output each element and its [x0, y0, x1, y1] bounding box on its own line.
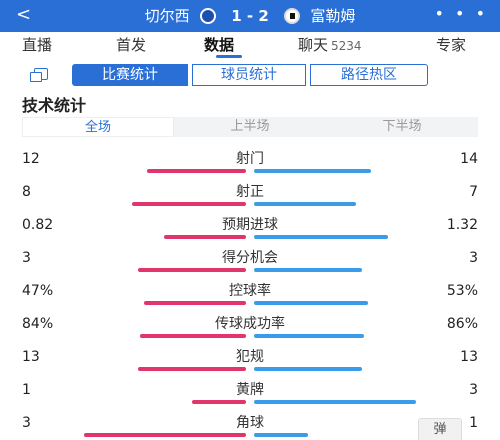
stat-label: 得分机会 — [222, 250, 278, 266]
away-share-bar — [254, 301, 368, 305]
tab-experts[interactable]: 专家 — [436, 36, 467, 54]
stat-row: 13 犯规 13 — [0, 348, 500, 378]
tab-chat-label: 聊天 — [298, 36, 329, 54]
away-value: 3 — [469, 250, 478, 266]
away-share-bar — [254, 433, 308, 437]
stat-row: 1 黄牌 3 — [0, 381, 500, 411]
period-full[interactable]: 全场 — [22, 117, 174, 137]
home-team-name[interactable]: 切尔西 — [144, 6, 190, 25]
away-value: 14 — [460, 151, 478, 167]
home-share-bar — [138, 268, 246, 272]
home-value: 13 — [22, 349, 40, 365]
away-team-name[interactable]: 富勒姆 — [310, 6, 356, 25]
stat-row: 0.82 预期进球 1.32 — [0, 216, 500, 246]
away-share-bar — [254, 334, 364, 338]
away-value: 7 — [469, 184, 478, 200]
away-share-bar — [254, 235, 388, 239]
main-tabs: 直播 首发 数据 聊天 5234 专家 — [0, 32, 500, 58]
period-selector: 全场 上半场 下半场 — [22, 117, 478, 137]
away-value: 13 — [460, 349, 478, 365]
tab-live[interactable]: 直播 — [22, 36, 53, 54]
subtab-heat-zones[interactable]: 路径热区 — [310, 64, 428, 86]
match-header: < 切尔西 1 - 2 富勒姆 • • • — [0, 0, 500, 32]
away-value: 3 — [469, 382, 478, 398]
away-share-bar — [254, 202, 356, 206]
home-value: 1 — [22, 382, 31, 398]
home-share-bar — [138, 367, 246, 371]
stat-label: 预期进球 — [222, 217, 278, 233]
subtab-match-stats[interactable]: 比赛统计 — [72, 64, 188, 86]
stat-label: 犯规 — [236, 349, 264, 365]
home-share-bar — [192, 400, 246, 404]
match-score-bar: 切尔西 1 - 2 富勒姆 — [0, 5, 500, 26]
stat-label: 控球率 — [229, 283, 271, 299]
away-value: 1.32 — [446, 217, 478, 233]
stat-row: 47% 控球率 53% — [0, 282, 500, 312]
away-share-bar — [254, 268, 362, 272]
fulham-crest-icon — [283, 7, 300, 24]
active-tab-indicator — [216, 55, 242, 58]
home-value: 84% — [22, 316, 54, 332]
home-value: 3 — [22, 250, 31, 266]
more-icon[interactable]: • • • — [434, 4, 488, 23]
home-share-bar — [144, 301, 246, 305]
stat-row: 3 得分机会 3 — [0, 249, 500, 279]
home-value: 8 — [22, 184, 31, 200]
home-share-bar — [132, 202, 246, 206]
stat-row: 8 射正 7 — [0, 183, 500, 213]
home-value: 12 — [22, 151, 40, 167]
stat-row: 3 角球 1 — [0, 414, 500, 440]
tab-data[interactable]: 数据 — [204, 36, 235, 54]
home-value: 3 — [22, 415, 31, 431]
sub-tabs: 比赛统计 球员统计 路径热区 — [0, 62, 500, 88]
stat-label: 射门 — [236, 151, 264, 167]
away-value: 53% — [446, 283, 478, 299]
stat-row: 84% 传球成功率 86% — [0, 315, 500, 345]
stat-label: 角球 — [236, 415, 264, 431]
home-share-bar — [164, 235, 246, 239]
stat-label: 黄牌 — [236, 382, 264, 398]
away-share-bar — [254, 367, 362, 371]
stat-label: 传球成功率 — [215, 316, 285, 332]
tab-lineup[interactable]: 首发 — [116, 36, 147, 54]
subtab-player-stats[interactable]: 球员统计 — [192, 64, 306, 86]
stat-label: 射正 — [236, 184, 264, 200]
back-icon[interactable]: < — [16, 4, 32, 25]
away-value: 86% — [446, 316, 478, 332]
home-value: 47% — [22, 283, 54, 299]
chelsea-crest-icon — [200, 7, 217, 24]
section-title: 技术统计 — [22, 96, 87, 115]
home-share-bar — [140, 334, 246, 338]
match-score: 1 - 2 — [231, 6, 269, 25]
away-share-bar — [254, 400, 416, 404]
period-second-half[interactable]: 下半场 — [382, 119, 422, 134]
home-share-bar — [84, 433, 246, 437]
away-share-bar — [254, 169, 371, 173]
copy-icon[interactable] — [30, 68, 48, 82]
chat-count: 5234 — [331, 39, 362, 53]
home-share-bar — [147, 169, 246, 173]
danmaku-button[interactable]: 弹 — [418, 418, 462, 440]
home-value: 0.82 — [22, 217, 54, 233]
period-first-half[interactable]: 上半场 — [230, 119, 270, 134]
stat-row: 12 射门 14 — [0, 150, 500, 180]
away-value: 1 — [469, 415, 478, 431]
tab-chat[interactable]: 聊天 5234 — [298, 34, 362, 55]
